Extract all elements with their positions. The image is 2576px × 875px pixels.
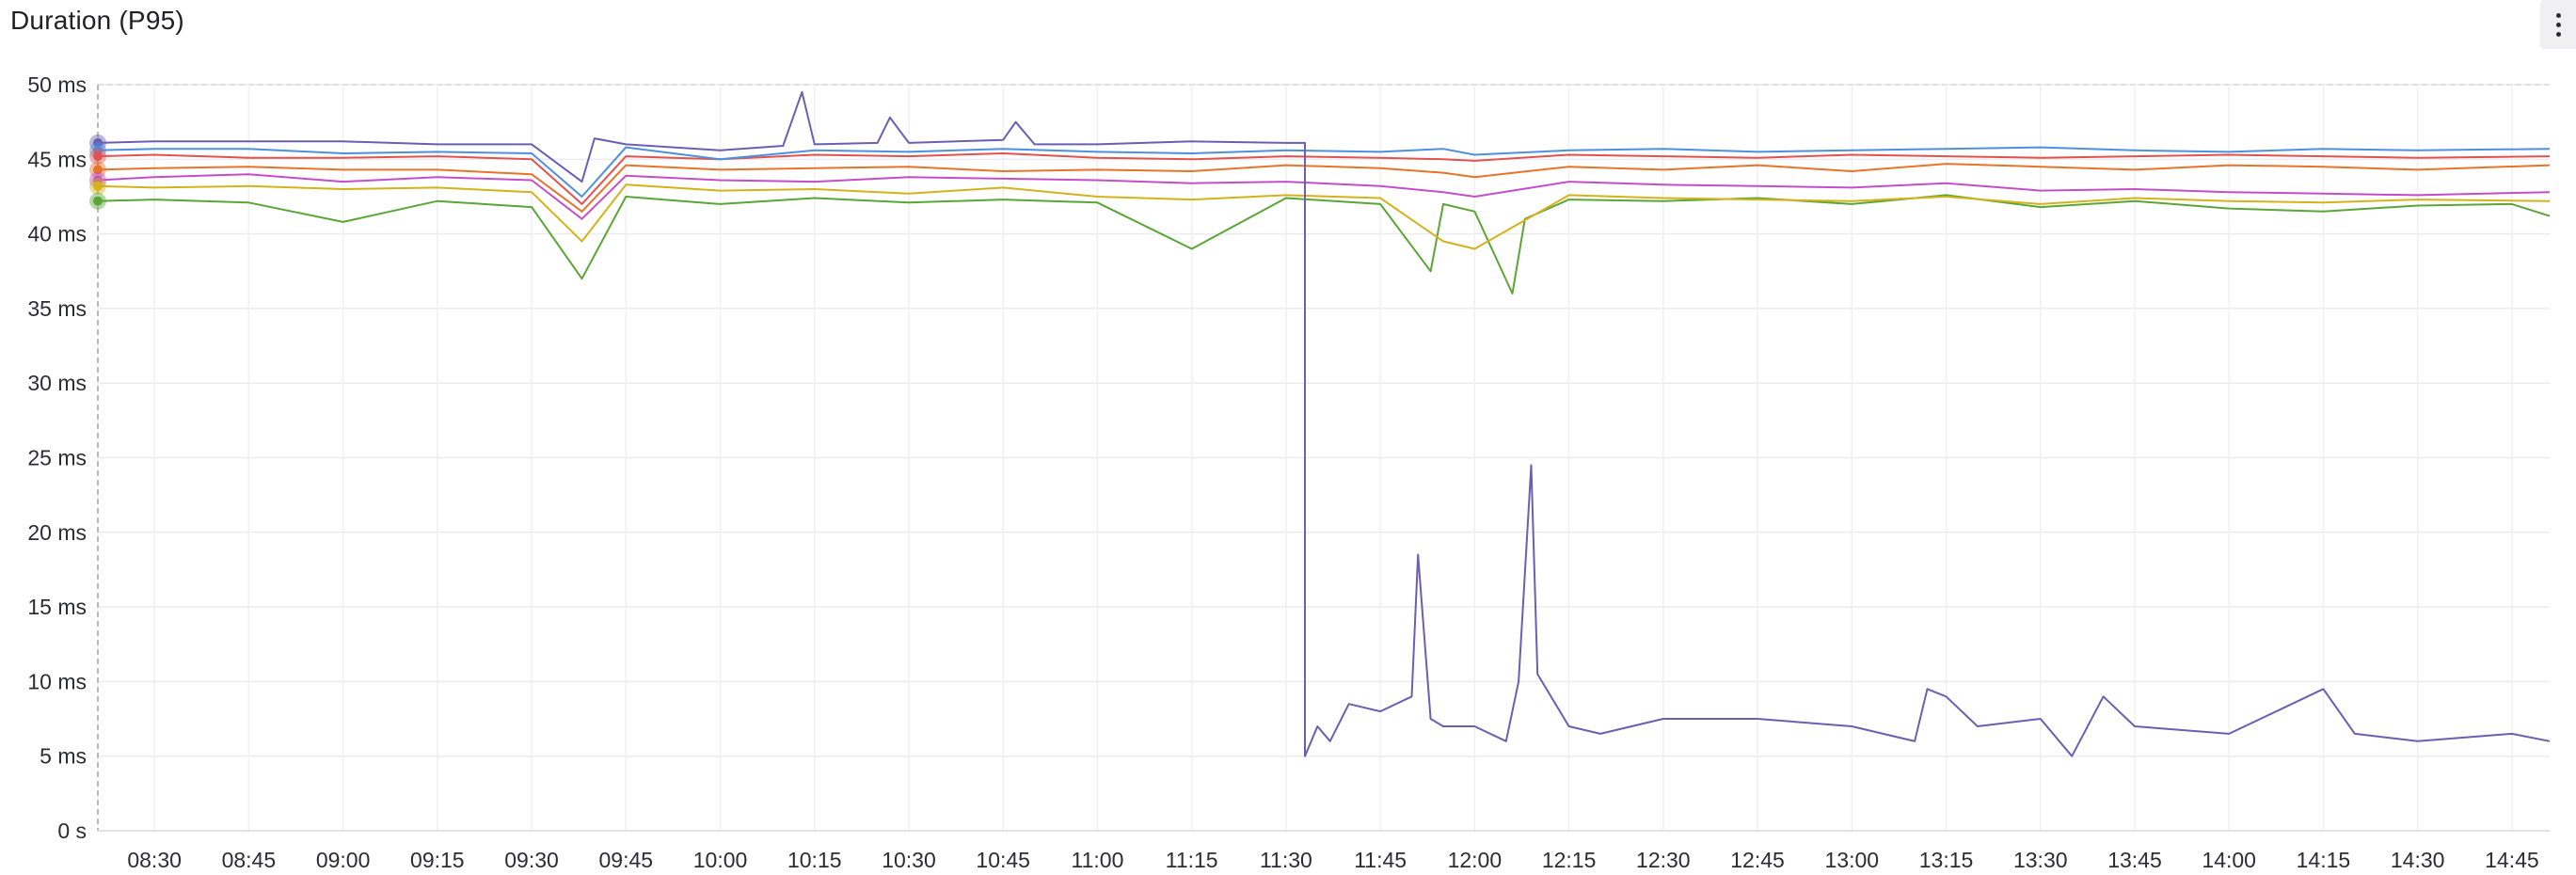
x-tick-label: 10:45 (976, 848, 1030, 872)
panel-title: Duration (P95) (10, 6, 184, 35)
x-tick-label: 14:15 (2297, 848, 2351, 872)
series-start-marker-dot (93, 165, 103, 175)
x-tick-label: 08:30 (127, 848, 182, 872)
y-tick-label: 35 ms (27, 296, 87, 321)
x-tick-label: 09:45 (599, 848, 654, 872)
y-tick-label: 20 ms (27, 520, 87, 545)
series-start-marker-dot (93, 137, 103, 148)
x-tick-label: 12:30 (1636, 848, 1691, 872)
panel-menu-button[interactable] (2540, 0, 2576, 49)
menu-dot-icon (2555, 12, 2561, 18)
y-tick-label: 10 ms (27, 669, 87, 693)
y-tick-label: 45 ms (27, 147, 87, 171)
series-start-marker-dot (93, 181, 103, 191)
x-tick-label: 14:45 (2485, 848, 2539, 872)
x-tick-label: 14:30 (2391, 848, 2445, 872)
x-tick-label: 10:15 (787, 848, 842, 872)
x-tick-label: 09:15 (410, 848, 465, 872)
y-tick-label: 30 ms (27, 371, 87, 395)
y-tick-label: 40 ms (27, 222, 87, 247)
x-tick-label: 13:00 (1825, 848, 1880, 872)
y-tick-label: 50 ms (27, 72, 87, 97)
x-tick-label: 09:00 (316, 848, 371, 872)
x-tick-label: 11:30 (1260, 848, 1312, 872)
x-tick-label: 12:45 (1730, 848, 1785, 872)
series-line (97, 183, 2551, 250)
x-tick-label: 13:45 (2107, 848, 2162, 872)
series-line (97, 173, 2551, 220)
x-tick-label: 11:15 (1166, 848, 1218, 872)
y-tick-label: 5 ms (40, 744, 87, 769)
menu-dot-icon (2555, 31, 2561, 37)
series-start-marker-dot (93, 196, 103, 206)
x-tick-label: 12:00 (1448, 848, 1503, 872)
x-tick-label: 12:15 (1542, 848, 1597, 872)
x-tick-label: 11:45 (1354, 848, 1407, 872)
series-group (97, 90, 2551, 757)
series-line (97, 90, 2551, 757)
x-tick-label: 10:30 (882, 848, 936, 872)
y-tick-label: 15 ms (27, 595, 87, 619)
series-line (97, 152, 2551, 205)
menu-dot-icon (2555, 22, 2561, 27)
x-tick-label: 10:00 (693, 848, 748, 872)
series-line (97, 194, 2551, 294)
series-line (97, 163, 2551, 213)
x-tick-label: 08:45 (222, 848, 277, 872)
series-line (97, 146, 2551, 198)
x-tick-label: 11:00 (1072, 848, 1124, 872)
y-tick-label: 25 ms (27, 446, 87, 470)
x-tick-label: 13:30 (2013, 848, 2068, 872)
y-tick-label: 0 s (57, 819, 87, 843)
series-start-marker-dot (93, 151, 103, 162)
x-tick-label: 13:15 (1919, 848, 1974, 872)
x-tick-label: 09:30 (504, 848, 559, 872)
x-tick-label: 14:00 (2202, 848, 2256, 872)
